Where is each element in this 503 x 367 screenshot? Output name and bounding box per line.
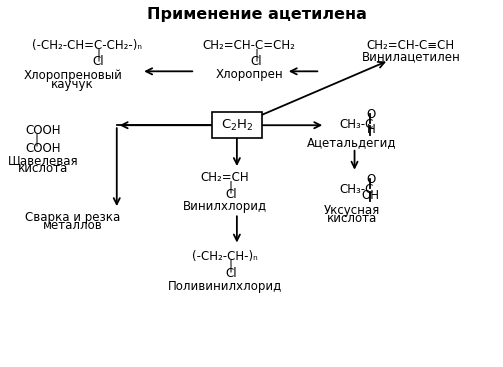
- Text: |: |: [35, 133, 39, 146]
- Text: CH₃-C: CH₃-C: [340, 183, 374, 196]
- Text: Ацетальдегид: Ацетальдегид: [307, 136, 397, 149]
- Text: CH₂=CH-C=CH₂: CH₂=CH-C=CH₂: [203, 39, 296, 52]
- Text: |: |: [229, 259, 233, 272]
- Text: O: O: [366, 108, 375, 121]
- Text: кислота: кислота: [327, 212, 377, 225]
- Text: (-CH₂-CH-)ₙ: (-CH₂-CH-)ₙ: [192, 250, 258, 263]
- Text: |: |: [229, 180, 233, 193]
- Text: |: |: [255, 48, 259, 61]
- Text: Cl: Cl: [225, 188, 237, 201]
- Text: OH: OH: [362, 189, 380, 201]
- Text: CH₂=CH: CH₂=CH: [200, 171, 249, 184]
- Text: металлов: металлов: [43, 218, 103, 232]
- Text: Сварка и резка: Сварка и резка: [25, 211, 120, 224]
- Text: CH₂=CH-C≡CH: CH₂=CH-C≡CH: [367, 39, 455, 52]
- Text: Винилхлорид: Винилхлорид: [183, 200, 267, 213]
- Text: Применение ацетилена: Применение ацетилена: [146, 7, 366, 22]
- Text: H: H: [367, 123, 376, 136]
- Text: (-CH₂-CH=C-CH₂-)ₙ: (-CH₂-CH=C-CH₂-)ₙ: [32, 39, 142, 52]
- Text: Поливинилхлорид: Поливинилхлорид: [167, 280, 282, 293]
- Text: Уксусная: Уксусная: [324, 204, 380, 217]
- FancyBboxPatch shape: [212, 112, 262, 138]
- Text: каучук: каучук: [51, 77, 94, 91]
- Text: |: |: [97, 48, 101, 61]
- Text: CH₃-C: CH₃-C: [340, 118, 374, 131]
- Text: Cl: Cl: [93, 55, 105, 68]
- Text: O: O: [366, 173, 375, 186]
- Text: COOH: COOH: [26, 142, 61, 155]
- Text: Cl: Cl: [250, 55, 262, 68]
- Text: Щавелевая: Щавелевая: [8, 154, 78, 167]
- Text: кислота: кислота: [18, 162, 68, 175]
- Text: Хлоропреновый: Хлоропреновый: [23, 69, 122, 82]
- Text: Винилацетилен: Винилацетилен: [362, 50, 460, 63]
- Text: Хлоропрен: Хлоропрен: [215, 68, 283, 81]
- Text: C$_2$H$_2$: C$_2$H$_2$: [221, 118, 253, 133]
- Text: COOH: COOH: [26, 124, 61, 137]
- Text: Cl: Cl: [225, 267, 237, 280]
